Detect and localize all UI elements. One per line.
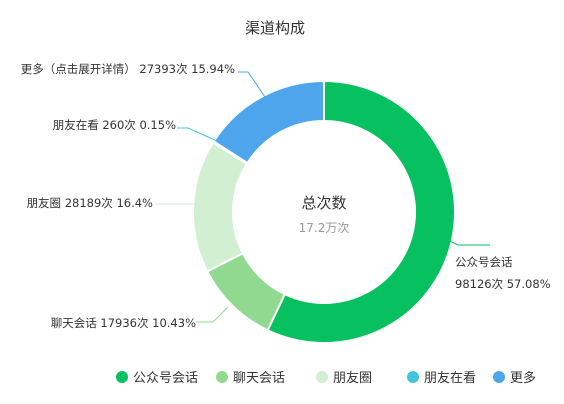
legend-label-chat-session: 聊天会话 <box>233 371 285 386</box>
leader-line-public-account-session <box>430 231 490 246</box>
legend-label-more: 更多 <box>510 370 536 386</box>
donut-slice-public-account-session[interactable] <box>266 79 456 344</box>
legend-label-public-account-session: 公众号会话 <box>133 371 198 386</box>
legend-item-moments[interactable]: 朋友圈 <box>316 370 372 386</box>
donut-slices <box>192 79 456 344</box>
leader-line-more <box>238 71 266 98</box>
label-leader-lines <box>156 71 490 323</box>
chart-legend: 公众号会话 聊天会话 朋友圈 朋友在看 更多 <box>116 370 536 386</box>
legend-swatch-moments <box>316 371 328 383</box>
legend-label-moments: 朋友圈 <box>333 370 372 386</box>
center-value: 17.2万次 <box>299 221 350 235</box>
legend-item-public-account-session[interactable]: 公众号会话 <box>116 371 198 386</box>
slice-label-friends-watching: 朋友在看 260次 0.15% <box>53 118 176 132</box>
legend-item-friends-watching[interactable]: 朋友在看 <box>407 370 476 386</box>
legend-label-friends-watching: 朋友在看 <box>424 370 476 386</box>
slice-label-chat-session: 聊天会话 17936次 10.43% <box>51 316 196 330</box>
slice-label-moments: 朋友圈 28189次 16.4% <box>27 196 153 210</box>
leader-line-friends-watching <box>177 127 218 142</box>
slice-sublabel-public-account-session: 98126次 57.08% <box>455 277 551 291</box>
donut-slice-more[interactable] <box>212 79 325 165</box>
legend-swatch-chat-session <box>216 371 228 383</box>
legend-item-more[interactable]: 更多 <box>493 370 536 386</box>
slice-label-public-account-session: 公众号会话 <box>455 255 513 269</box>
legend-item-chat-session[interactable]: 聊天会话 <box>216 371 285 386</box>
center-label: 总次数 <box>301 194 346 212</box>
legend-swatch-friends-watching <box>407 371 419 383</box>
chart-title: 渠道构成 <box>245 19 305 37</box>
slice-label-more: 更多（点击展开详情） 27393次 15.94% <box>21 62 235 76</box>
legend-swatch-public-account-session <box>116 371 128 383</box>
donut-slice-moments[interactable] <box>192 141 249 273</box>
slice-labels: 公众号会话 98126次 57.08% 聊天会话 17936次 10.43% 朋友圈 … <box>21 62 551 330</box>
legend-swatch-more <box>493 371 505 383</box>
leader-line-chat-session <box>196 306 229 323</box>
